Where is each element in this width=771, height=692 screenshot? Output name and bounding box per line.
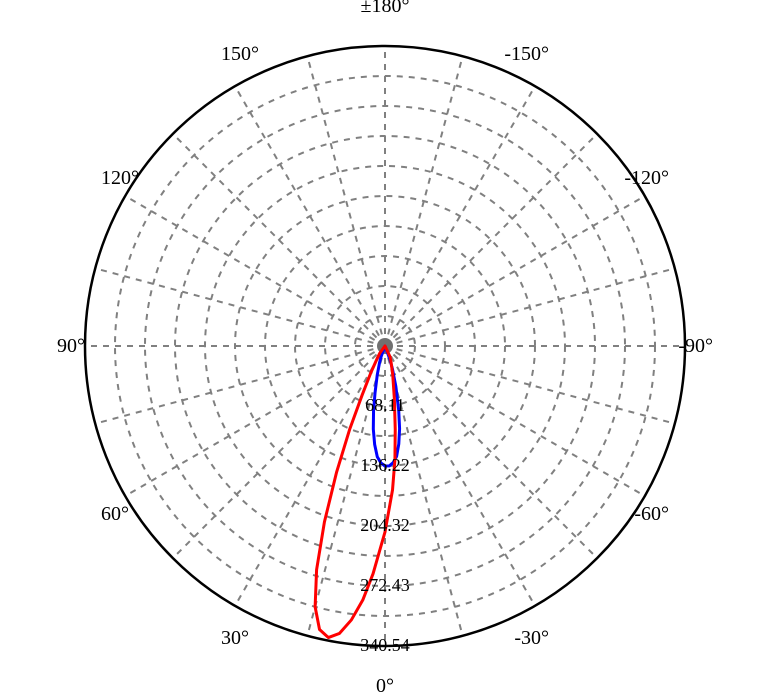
radial-tick-label: 204.32 <box>360 515 410 535</box>
grid-spoke <box>95 268 385 346</box>
angle-label: -30° <box>514 627 549 649</box>
angle-label: -150° <box>504 43 549 65</box>
angle-label: 60° <box>101 503 129 525</box>
grid-spoke <box>385 134 597 346</box>
angle-label: 0° <box>376 675 394 692</box>
angle-label: -60° <box>634 503 669 525</box>
radial-tick-label: 136.22 <box>360 455 410 475</box>
grid-spoke <box>385 346 645 496</box>
angle-label: -120° <box>624 167 669 189</box>
grid-spoke <box>125 196 385 346</box>
angle-label: ±180° <box>361 0 410 17</box>
grid-spoke <box>307 56 385 346</box>
grid-spoke <box>125 346 385 496</box>
grid-spoke <box>173 346 385 558</box>
grid-spoke <box>385 196 645 346</box>
grid-spoke <box>235 346 385 606</box>
polar-svg: ±180° -150° -120° -90° -60° -30° 0° 30° 60° 90° 12… <box>0 0 771 692</box>
grid-spoke <box>385 86 535 346</box>
angle-label: -90° <box>678 335 713 357</box>
angle-label: 90° <box>57 335 85 357</box>
radial-tick-label: 272.43 <box>360 575 410 595</box>
radial-tick-label: 340.54 <box>360 635 410 655</box>
grid-spoke <box>235 86 385 346</box>
angle-label: 150° <box>221 43 259 65</box>
polar-chart: ±180° -150° -120° -90° -60° -30° 0° 30° 60° 90° 12… <box>0 0 771 692</box>
grid-spoke <box>95 346 385 424</box>
radial-tick-label: 68.11 <box>365 395 405 415</box>
grid-spoke <box>385 346 535 606</box>
angle-label: 30° <box>221 627 249 649</box>
angle-label: 120° <box>101 167 139 189</box>
